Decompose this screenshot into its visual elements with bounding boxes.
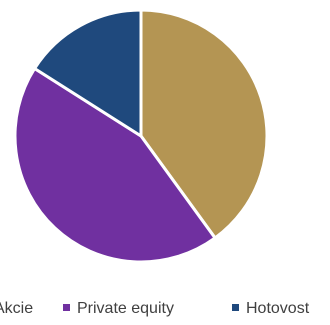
legend-label-hotovost: Hotovost [246, 300, 310, 317]
legend-label-private-equity: Private equity [77, 300, 174, 317]
pie-slice-hotovost [33, 8, 143, 138]
pie-slice-private-equity [13, 66, 217, 264]
legend-marker-hotovost [232, 304, 239, 311]
legend-label-akcie: Akcie [0, 300, 33, 317]
pie-slices [13, 8, 269, 264]
legend: Akcie Private equity Hotovost [0, 300, 310, 317]
pie-slice-akcie [139, 8, 269, 240]
legend-marker-private-equity [63, 304, 70, 311]
